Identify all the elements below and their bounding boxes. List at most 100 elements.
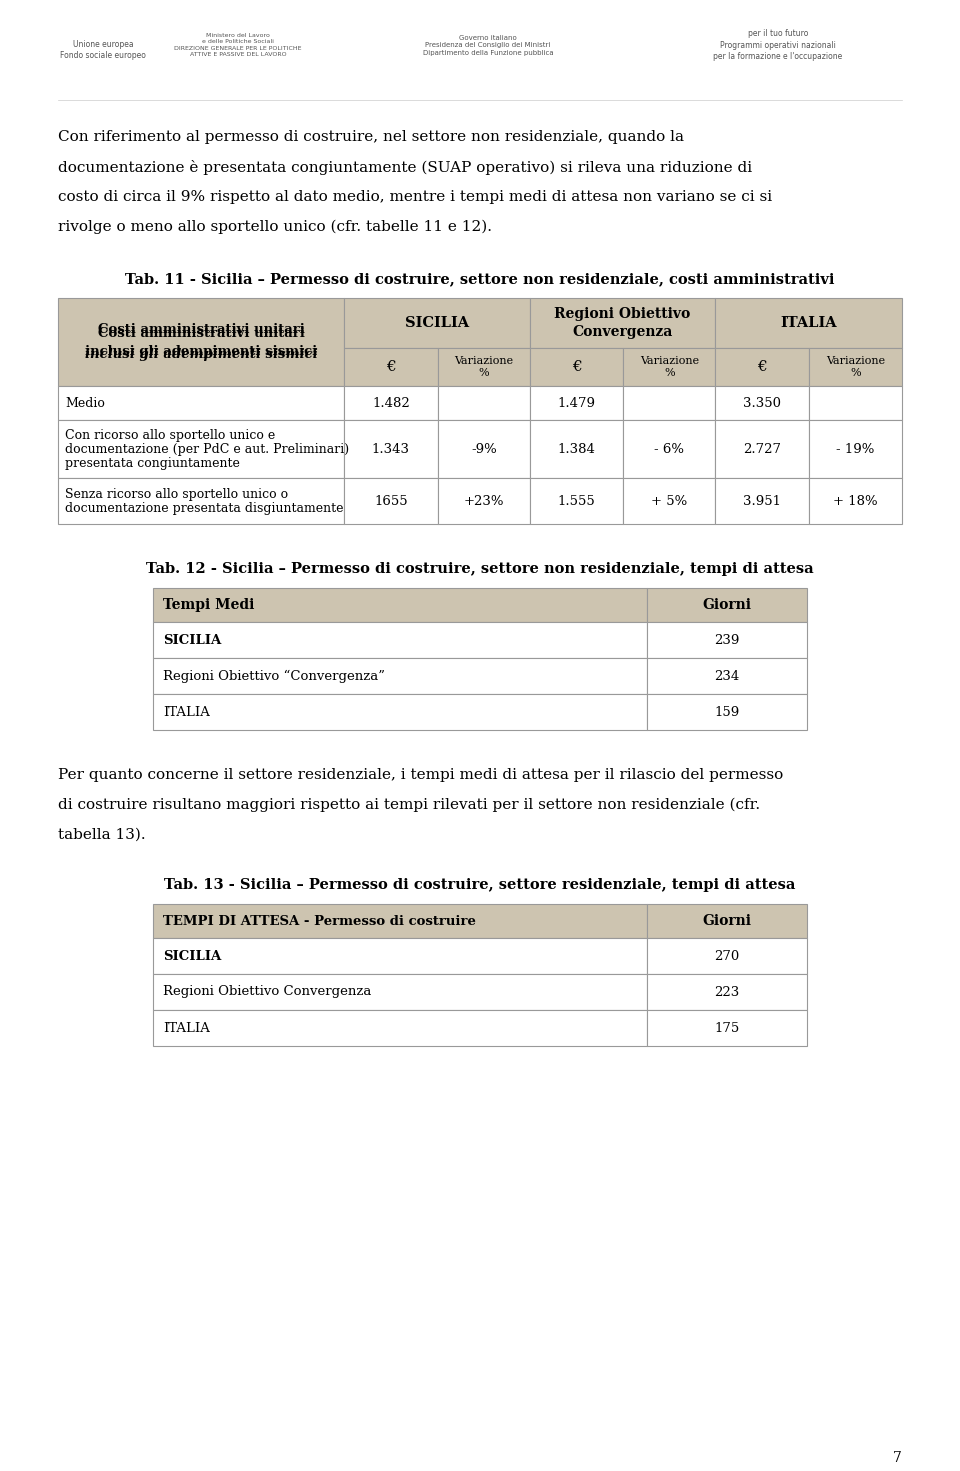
Bar bbox=[153, 658, 647, 694]
Bar bbox=[153, 588, 647, 622]
Text: Regioni Obiettivo Convergenza: Regioni Obiettivo Convergenza bbox=[163, 986, 372, 999]
Text: + 5%: + 5% bbox=[651, 494, 687, 507]
Bar bbox=[647, 938, 807, 974]
Text: Costi amministrativi unitari
inclusi gli adempimenti sismici: Costi amministrativi unitari inclusi gli… bbox=[84, 327, 317, 357]
Bar bbox=[530, 349, 623, 385]
Text: Regioni Obiettivo “Convergenza”: Regioni Obiettivo “Convergenza” bbox=[163, 669, 385, 683]
Bar bbox=[344, 349, 438, 385]
Text: 270: 270 bbox=[714, 949, 739, 962]
Text: Per quanto concerne il settore residenziale, i tempi medi di attesa per il rilas: Per quanto concerne il settore residenzi… bbox=[58, 768, 783, 783]
Text: + 18%: + 18% bbox=[833, 494, 877, 507]
Bar bbox=[153, 938, 647, 974]
Bar bbox=[153, 974, 647, 1011]
Text: 234: 234 bbox=[714, 669, 739, 683]
Bar bbox=[715, 385, 809, 421]
Text: 7: 7 bbox=[893, 1450, 902, 1465]
Bar bbox=[153, 622, 647, 658]
Text: SICILIA: SICILIA bbox=[163, 634, 221, 646]
Text: Tab. 13 - Sicilia – Permesso di costruire, settore residenziale, tempi di attesa: Tab. 13 - Sicilia – Permesso di costruir… bbox=[164, 878, 796, 891]
Text: - 6%: - 6% bbox=[655, 443, 684, 456]
Bar bbox=[647, 974, 807, 1011]
Text: documentazione è presentata congiuntamente (SUAP operativo) si rileva una riduzi: documentazione è presentata congiuntamen… bbox=[58, 160, 752, 175]
Text: Regioni Obiettivo
Convergenza: Regioni Obiettivo Convergenza bbox=[555, 307, 690, 338]
Bar bbox=[809, 421, 902, 478]
Bar bbox=[153, 905, 647, 938]
Text: Variazione
%: Variazione % bbox=[454, 356, 514, 378]
Bar bbox=[344, 421, 438, 478]
Bar bbox=[438, 478, 530, 524]
Text: 3.951: 3.951 bbox=[743, 494, 781, 507]
Text: Senza ricorso allo sportello unico o: Senza ricorso allo sportello unico o bbox=[65, 487, 288, 500]
Bar bbox=[623, 349, 715, 385]
Text: ITALIA: ITALIA bbox=[163, 706, 210, 718]
Text: Tab. 12 - Sicilia – Permesso di costruire, settore non residenziale, tempi di at: Tab. 12 - Sicilia – Permesso di costruir… bbox=[146, 562, 814, 577]
Text: Con riferimento al permesso di costruire, nel settore non residenziale, quando l: Con riferimento al permesso di costruire… bbox=[58, 129, 684, 144]
Bar bbox=[715, 349, 809, 385]
Text: Tempi Medi: Tempi Medi bbox=[163, 599, 254, 612]
Text: -9%: -9% bbox=[470, 443, 496, 456]
Text: Costi amministrativi unitari: Costi amministrativi unitari bbox=[98, 324, 304, 335]
Text: presentata congiuntamente: presentata congiuntamente bbox=[65, 456, 240, 469]
Text: costo di circa il 9% rispetto al dato medio, mentre i tempi medi di attesa non v: costo di circa il 9% rispetto al dato me… bbox=[58, 190, 772, 204]
Text: Medio: Medio bbox=[65, 397, 105, 409]
Bar bbox=[647, 658, 807, 694]
Bar bbox=[809, 478, 902, 524]
Text: SICILIA: SICILIA bbox=[405, 316, 468, 330]
Bar bbox=[58, 299, 344, 385]
Bar bbox=[715, 299, 902, 349]
Text: €: € bbox=[386, 360, 396, 374]
Bar bbox=[58, 478, 344, 524]
Text: Giorni: Giorni bbox=[703, 913, 752, 928]
Text: 2.727: 2.727 bbox=[743, 443, 781, 456]
Text: TEMPI DI ATTESA - Permesso di costruire: TEMPI DI ATTESA - Permesso di costruire bbox=[163, 915, 476, 928]
Text: 1.479: 1.479 bbox=[558, 397, 595, 409]
Text: Variazione
%: Variazione % bbox=[640, 356, 699, 378]
Text: SICILIA: SICILIA bbox=[163, 949, 221, 962]
Text: 1.384: 1.384 bbox=[558, 443, 595, 456]
Text: 239: 239 bbox=[714, 634, 739, 646]
Text: +23%: +23% bbox=[464, 494, 504, 507]
Bar bbox=[647, 1011, 807, 1046]
Bar bbox=[58, 421, 344, 478]
Bar bbox=[530, 385, 623, 421]
Text: documentazione presentata disgiuntamente: documentazione presentata disgiuntamente bbox=[65, 502, 344, 515]
Text: 223: 223 bbox=[714, 986, 739, 999]
Bar bbox=[344, 385, 438, 421]
Text: Con ricorso allo sportello unico e: Con ricorso allo sportello unico e bbox=[65, 428, 276, 441]
Text: inclusi gli adempimenti sismici: inclusi gli adempimenti sismici bbox=[84, 349, 318, 360]
Text: di costruire risultano maggiori rispetto ai tempi rilevati per il settore non re: di costruire risultano maggiori rispetto… bbox=[58, 797, 760, 812]
Text: Tab. 11 - Sicilia – Permesso di costruire, settore non residenziale, costi ammin: Tab. 11 - Sicilia – Permesso di costruir… bbox=[125, 272, 835, 285]
Text: Giorni: Giorni bbox=[703, 599, 752, 612]
Text: tabella 13).: tabella 13). bbox=[58, 828, 146, 841]
Bar bbox=[715, 421, 809, 478]
Bar bbox=[809, 349, 902, 385]
Text: Governo italiano
Presidenza del Consiglio dei Ministri
Dipartimento della Funzio: Governo italiano Presidenza del Consigli… bbox=[422, 34, 553, 56]
Text: Unione europea
Fondo sociale europeo: Unione europea Fondo sociale europeo bbox=[60, 40, 146, 60]
Bar bbox=[647, 905, 807, 938]
Bar bbox=[715, 478, 809, 524]
Text: 1655: 1655 bbox=[374, 494, 408, 507]
Bar bbox=[530, 421, 623, 478]
Text: 1.482: 1.482 bbox=[372, 397, 410, 409]
Text: 159: 159 bbox=[714, 706, 739, 718]
Bar bbox=[438, 349, 530, 385]
Bar bbox=[809, 385, 902, 421]
Text: Variazione
%: Variazione % bbox=[826, 356, 885, 378]
Text: documentazione (per PdC e aut. Preliminari): documentazione (per PdC e aut. Prelimina… bbox=[65, 443, 349, 456]
Bar bbox=[438, 421, 530, 478]
Bar bbox=[623, 421, 715, 478]
Bar bbox=[623, 385, 715, 421]
Text: ITALIA: ITALIA bbox=[163, 1021, 210, 1034]
Bar bbox=[153, 1011, 647, 1046]
Bar bbox=[530, 299, 715, 349]
Text: ITALIA: ITALIA bbox=[780, 316, 837, 330]
Bar bbox=[647, 588, 807, 622]
Bar bbox=[344, 478, 438, 524]
Bar bbox=[344, 299, 530, 349]
Bar bbox=[153, 694, 647, 730]
Text: Ministero del Lavoro
e delle Politiche Sociali
DIREZIONE GENERALE PER LE POLITIC: Ministero del Lavoro e delle Politiche S… bbox=[175, 34, 301, 57]
Bar bbox=[647, 694, 807, 730]
Bar bbox=[623, 478, 715, 524]
Bar bbox=[647, 622, 807, 658]
Text: rivolge o meno allo sportello unico (cfr. tabelle 11 e 12).: rivolge o meno allo sportello unico (cfr… bbox=[58, 221, 492, 234]
